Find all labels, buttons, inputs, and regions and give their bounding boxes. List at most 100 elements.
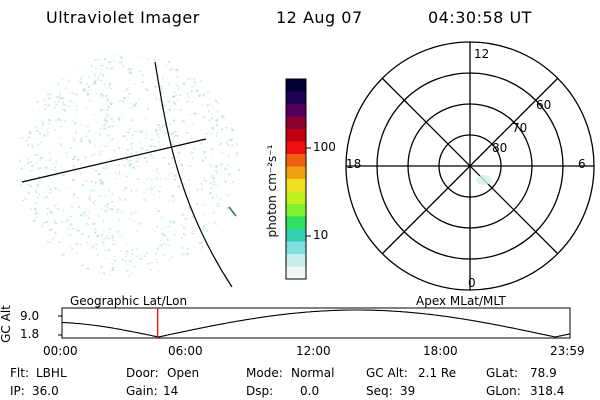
uv-speckle <box>49 211 53 214</box>
uv-speckle <box>188 179 191 182</box>
uv-speckle <box>45 185 47 188</box>
lat-label-80: 80 <box>492 141 508 155</box>
uv-speckle <box>111 236 114 240</box>
uv-speckle <box>174 178 177 181</box>
uv-speckle <box>209 182 213 184</box>
uv-speckle <box>180 163 183 166</box>
status-door-label: Door: <box>126 366 159 380</box>
uv-speckle <box>200 183 203 186</box>
status-flt-label: Flt: <box>10 366 29 380</box>
uv-speckle <box>115 211 119 213</box>
uv-speckle <box>79 81 83 84</box>
uv-speckle <box>88 198 92 201</box>
uv-speckle <box>192 157 194 160</box>
uv-speckle <box>96 120 98 124</box>
uv-speckle <box>129 102 132 104</box>
uv-speckle <box>103 83 106 86</box>
uv-speckle <box>72 158 75 160</box>
uv-speckle <box>91 246 94 249</box>
uv-speckle <box>79 77 83 80</box>
uv-speckle <box>74 155 76 158</box>
uv-speckle <box>173 100 176 102</box>
uv-speckle <box>92 201 95 204</box>
uv-speckle <box>227 139 230 142</box>
uv-speckle <box>111 193 114 196</box>
uv-speckle <box>55 103 58 106</box>
uv-speckle <box>83 89 86 93</box>
uv-speckle <box>168 123 172 126</box>
uv-speckle <box>106 66 108 70</box>
uv-speckle <box>46 241 49 244</box>
uv-speckle <box>133 103 136 105</box>
uv-speckle <box>208 119 211 122</box>
uv-speckle <box>53 101 56 103</box>
uv-speckle <box>34 207 37 211</box>
uv-speckle <box>217 184 219 187</box>
uv-speckle <box>77 158 80 161</box>
uv-speckle <box>122 135 126 137</box>
uv-speckle <box>162 124 165 127</box>
uv-speckle <box>120 250 122 253</box>
uv-speckle <box>136 165 139 167</box>
uv-speckle <box>81 233 84 235</box>
uv-speckle <box>145 132 148 135</box>
uv-speckle <box>167 61 170 63</box>
uv-speckle <box>47 134 49 136</box>
uv-speckle <box>65 87 68 89</box>
uv-speckle <box>216 110 219 113</box>
uv-speckle <box>46 213 48 216</box>
uv-speckle <box>203 228 206 231</box>
uv-speckle <box>167 238 169 241</box>
uv-speckle <box>111 59 113 62</box>
uv-speckle <box>47 123 51 125</box>
uv-speckle <box>60 125 62 128</box>
uv-speckle <box>76 242 78 245</box>
uv-speckle <box>94 74 97 77</box>
uv-speckle <box>120 56 123 60</box>
uv-speckle <box>146 177 148 180</box>
uv-speckle <box>22 199 25 202</box>
uv-speckle <box>184 218 188 220</box>
colorbar-band <box>286 91 306 105</box>
uv-speckle <box>27 162 30 164</box>
uv-speckle <box>93 228 97 230</box>
uv-speckle <box>180 245 183 248</box>
uv-speckle <box>44 165 47 168</box>
uv-speckle <box>177 99 179 101</box>
uv-speckle <box>88 223 90 226</box>
uv-speckle <box>31 146 34 148</box>
uv-speckle <box>48 241 52 243</box>
uv-speckle <box>54 231 57 235</box>
uv-speckle <box>97 58 101 61</box>
uv-speckle <box>180 177 183 180</box>
uv-speckle <box>231 127 233 130</box>
uv-speckle <box>174 233 176 236</box>
uv-speckle <box>95 243 98 245</box>
uv-speckle <box>136 231 138 233</box>
uv-speckle <box>180 171 183 175</box>
uv-speckle <box>160 244 163 247</box>
uv-speckle <box>224 180 227 183</box>
uv-speckle <box>35 126 38 129</box>
uv-speckle <box>27 191 30 194</box>
uv-speckle <box>176 68 178 71</box>
uv-speckle <box>89 100 92 102</box>
uv-speckle <box>100 79 103 82</box>
uv-speckle <box>127 148 129 151</box>
uv-speckle <box>206 104 209 107</box>
uv-speckle <box>215 124 218 126</box>
uv-speckle <box>82 88 86 91</box>
uv-speckle <box>190 90 193 93</box>
uv-speckle <box>59 93 61 96</box>
uv-speckle <box>27 136 30 139</box>
uv-speckle <box>30 170 33 172</box>
uv-speckle <box>32 167 34 169</box>
uv-speckle <box>135 248 138 251</box>
uv-speckle <box>44 171 46 173</box>
uv-speckle <box>211 127 215 130</box>
uv-speckle <box>101 181 104 184</box>
uv-speckle <box>103 127 106 130</box>
uv-speckle <box>125 131 129 133</box>
uv-speckle <box>153 155 155 157</box>
uv-speckle <box>98 271 101 274</box>
